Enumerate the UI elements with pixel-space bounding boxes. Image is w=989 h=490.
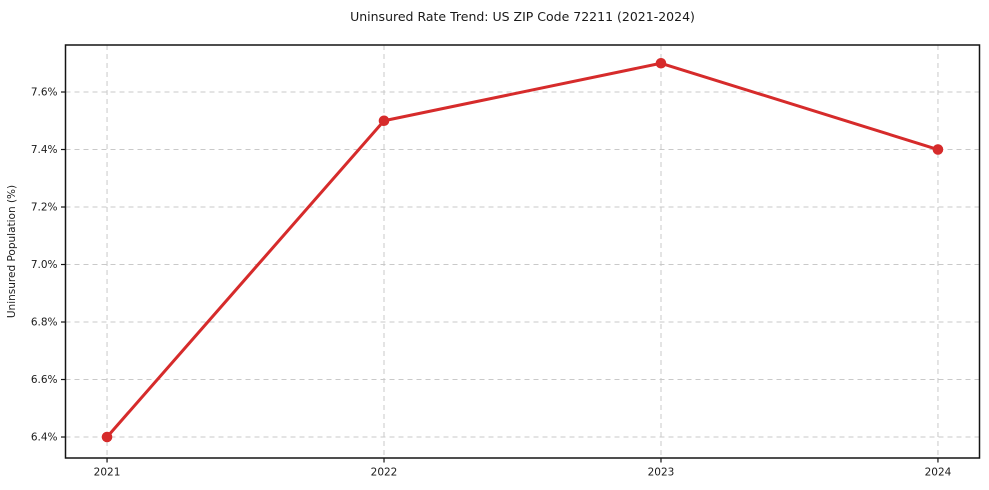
y-tick-label: 7.4% (31, 144, 58, 156)
chart-title: Uninsured Rate Trend: US ZIP Code 72211 … (350, 9, 695, 24)
data-point-marker (655, 57, 667, 69)
y-axis-label: Uninsured Population (%) (6, 185, 18, 318)
data-point-marker (378, 115, 390, 127)
x-tick-label: 2023 (648, 467, 675, 479)
plot-border (64, 44, 981, 459)
y-tick-label: 7.6% (31, 87, 58, 99)
trend-line (105, 61, 940, 439)
x-tick-label: 2021 (94, 467, 121, 479)
x-tick-label: 2022 (371, 467, 398, 479)
x-tick-label: 2024 (925, 467, 952, 479)
y-tick-label: 6.6% (31, 374, 58, 386)
data-series (101, 57, 944, 443)
y-tick-label: 6.4% (31, 432, 58, 444)
y-tick-label: 7.0% (31, 259, 58, 271)
y-tick-label: 7.2% (31, 202, 58, 214)
axis-ticks: 6.4% 6.6% 6.8% 7.0% 7.2% 7.4% 7.6% 2021 2022 2023… (31, 87, 952, 479)
data-point-marker (101, 431, 113, 443)
gridlines (65, 45, 980, 458)
y-tick-label: 6.8% (31, 317, 58, 329)
data-point-marker (932, 144, 944, 155)
